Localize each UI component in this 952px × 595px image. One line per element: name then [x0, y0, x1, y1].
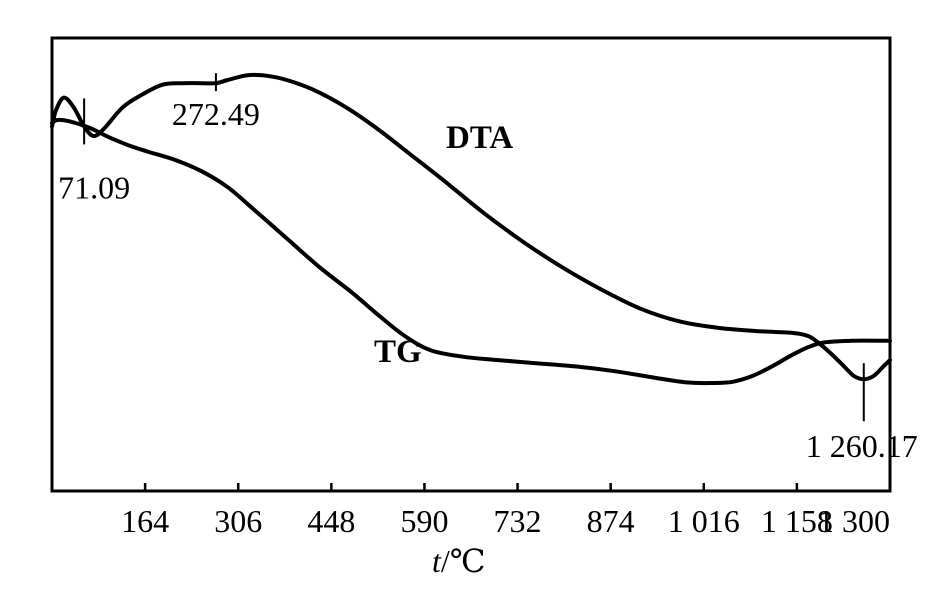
tg-series-label: TG: [374, 334, 422, 370]
peak-temperature-label: 272.49: [172, 96, 260, 132]
annotations: 71.09 272.49 1 260.17: [58, 73, 918, 464]
peak-temperature-label: 1 260.17: [806, 428, 918, 464]
x-tick-label: 164: [121, 503, 169, 539]
x-tick-label: 1 016: [668, 503, 740, 539]
x-tick-label: 1 158: [761, 503, 833, 539]
x-axis-label: t/℃: [432, 543, 486, 579]
x-tick-label: 1 300: [818, 503, 890, 539]
x-tick-label: 590: [400, 503, 448, 539]
peak-temperature-label: 71.09: [58, 169, 130, 205]
x-axis-label-unit: /℃: [441, 543, 486, 579]
dta-series-label: DTA: [446, 120, 513, 156]
x-tick-label: 448: [307, 503, 355, 539]
x-tick-label: 874: [587, 503, 635, 539]
x-tick-label: 306: [214, 503, 262, 539]
x-axis-label-variable: t: [432, 543, 442, 579]
tg-curve: [50, 117, 892, 386]
x-tick-label: 732: [494, 503, 542, 539]
dta-curve: [50, 72, 892, 382]
plot-frame: [50, 36, 892, 493]
